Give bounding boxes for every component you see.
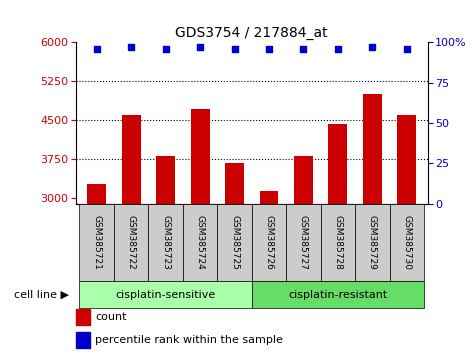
Bar [398, 115, 416, 204]
Bar [259, 190, 278, 204]
Bar [328, 124, 347, 204]
Text: GSM385725: GSM385725 [230, 215, 239, 270]
Bar [190, 109, 209, 204]
Text: GSM385730: GSM385730 [402, 215, 411, 270]
Bar [183, 204, 217, 281]
Bar [355, 204, 390, 281]
Point [196, 45, 204, 50]
Point [300, 46, 307, 52]
Text: GSM385721: GSM385721 [92, 215, 101, 270]
Point [403, 46, 410, 52]
Bar [321, 204, 355, 281]
Text: GSM385724: GSM385724 [196, 215, 205, 270]
Bar [114, 204, 148, 281]
Text: GSM385728: GSM385728 [333, 215, 342, 270]
Bar [363, 95, 382, 204]
Text: cell line ▶: cell line ▶ [14, 290, 69, 300]
Text: GSM385729: GSM385729 [368, 215, 377, 270]
Point [265, 46, 273, 52]
Point [162, 46, 170, 52]
Text: GSM385722: GSM385722 [127, 215, 136, 270]
Bar [225, 163, 244, 204]
Text: GSM385726: GSM385726 [265, 215, 274, 270]
Text: cisplatin-resistant: cisplatin-resistant [288, 290, 388, 300]
Point [334, 46, 342, 52]
Bar [76, 309, 90, 325]
Text: percentile rank within the sample: percentile rank within the sample [95, 335, 283, 346]
Bar [286, 204, 321, 281]
Bar [252, 281, 424, 308]
Text: GSM385727: GSM385727 [299, 215, 308, 270]
Bar [122, 115, 141, 204]
Bar [390, 204, 424, 281]
Bar [79, 204, 114, 281]
Bar [148, 204, 183, 281]
Bar [79, 281, 252, 308]
Point [231, 46, 238, 52]
Bar [76, 332, 90, 348]
Title: GDS3754 / 217884_at: GDS3754 / 217884_at [175, 26, 328, 40]
Text: count: count [95, 312, 127, 322]
Text: GSM385723: GSM385723 [161, 215, 170, 270]
Point [93, 46, 101, 52]
Bar [156, 156, 175, 204]
Text: cisplatin-sensitive: cisplatin-sensitive [115, 290, 216, 300]
Point [127, 45, 135, 50]
Bar [87, 184, 106, 204]
Bar [217, 204, 252, 281]
Point [369, 45, 376, 50]
Bar [294, 156, 313, 204]
Bar [252, 204, 286, 281]
